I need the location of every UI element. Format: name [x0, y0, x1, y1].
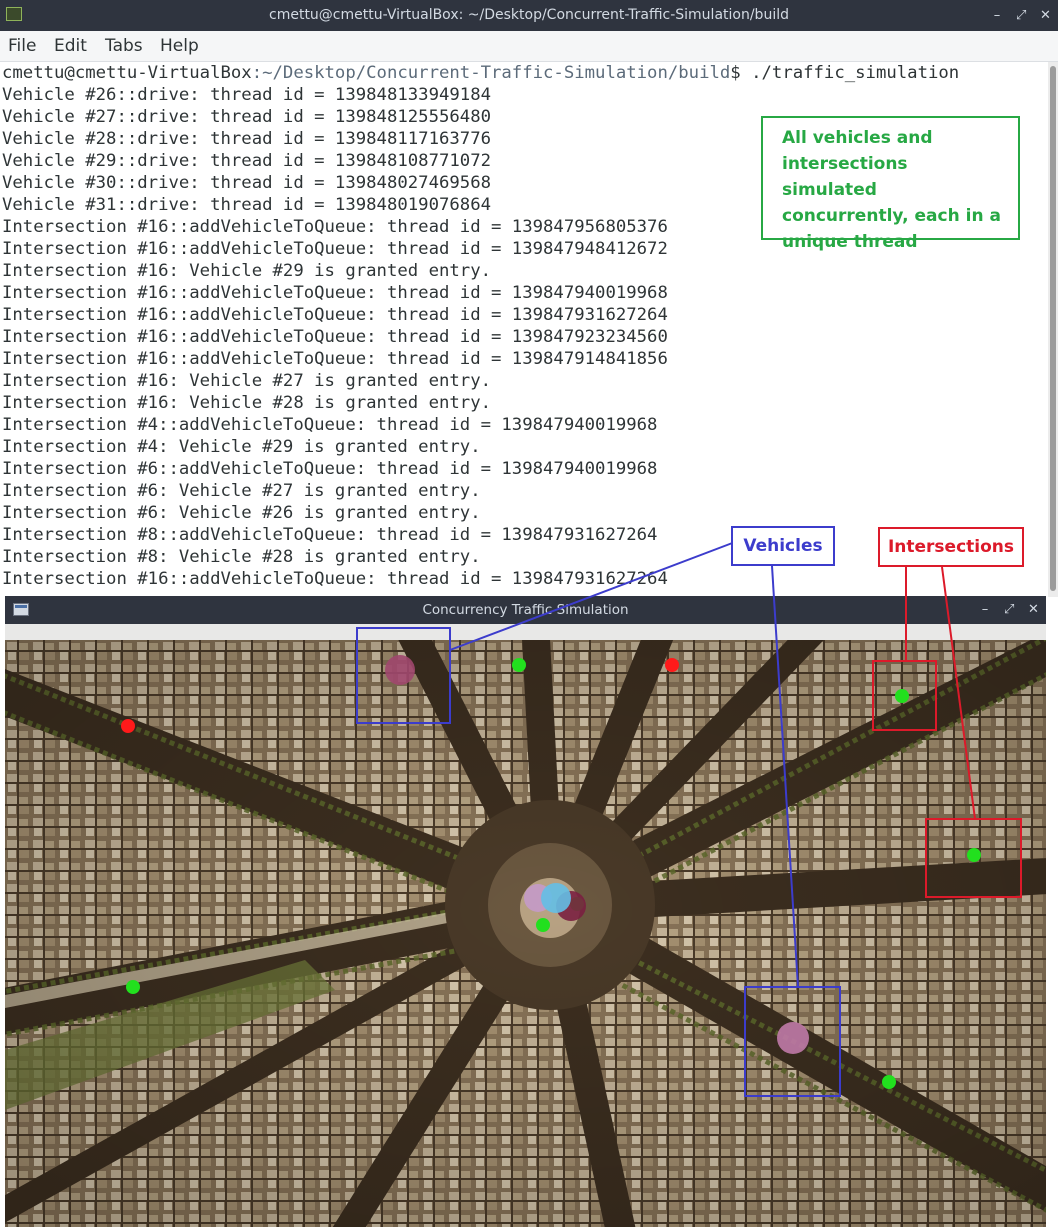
simulation-toolbar-strip [5, 624, 1046, 640]
terminal-line: Vehicle #30::drive: thread id = 13984802… [2, 173, 491, 193]
terminal-line: Intersection #8::addVehicleToQueue: thre… [2, 525, 658, 545]
concurrency-note: All vehicles and intersections simulated… [761, 116, 1020, 252]
prompt-path: :~/Desktop/Concurrent-Traffic-Simulation… [251, 63, 731, 83]
prompt-command: $ ./traffic_simulation [730, 63, 960, 83]
terminal-line: Intersection #16::addVehicleToQueue: thr… [2, 569, 668, 589]
terminal-line: Intersection #6: Vehicle #26 is granted … [2, 503, 481, 523]
intersection-dot-green [967, 848, 981, 862]
close-button[interactable]: ✕ [1028, 602, 1039, 617]
intersection-dot-red [665, 658, 679, 672]
minimize-button[interactable]: – [981, 602, 989, 617]
terminal-line: Vehicle #26::drive: thread id = 13984813… [2, 85, 491, 105]
intersection-dot-green [882, 1075, 896, 1089]
terminal-line: Intersection #16::addVehicleToQueue: thr… [2, 327, 668, 347]
terminal-icon [6, 7, 22, 21]
close-button[interactable]: ✕ [1040, 8, 1051, 23]
simulation-titlebar[interactable]: Concurrency Traffic Simulation – ⤢ ✕ [5, 596, 1046, 624]
intersection-dot-green [536, 918, 550, 932]
terminal-prompt-line: cmettu@cmettu-VirtualBox:~/Desktop/Concu… [2, 62, 959, 84]
terminal-line: Intersection #16::addVehicleToQueue: thr… [2, 305, 668, 325]
terminal-line: Vehicle #27::drive: thread id = 13984812… [2, 107, 491, 127]
terminal-line: Intersection #16: Vehicle #28 is granted… [2, 393, 491, 413]
terminal-line: Vehicle #28::drive: thread id = 13984811… [2, 129, 491, 149]
terminal-line: Intersection #16: Vehicle #27 is granted… [2, 371, 491, 391]
simulation-title: Concurrency Traffic Simulation [422, 602, 629, 618]
terminal-menubar: File Edit Tabs Help [0, 31, 1058, 62]
terminal-line: Intersection #6: Vehicle #27 is granted … [2, 481, 481, 501]
vehicle-marker [541, 883, 571, 913]
terminal-titlebar[interactable]: cmettu@cmettu-VirtualBox: ~/Desktop/Conc… [0, 0, 1058, 31]
vehicle-marker [777, 1022, 809, 1054]
intersections-label: Intersections [878, 527, 1024, 567]
maximize-button[interactable]: ⤢ [1004, 602, 1015, 617]
terminal-line: Intersection #16::addVehicleToQueue: thr… [2, 217, 668, 237]
terminal-line: Intersection #8: Vehicle #28 is granted … [2, 547, 481, 567]
intersection-dot-green [895, 689, 909, 703]
maximize-button[interactable]: ⤢ [1016, 8, 1027, 23]
terminal-line: Intersection #6::addVehicleToQueue: thre… [2, 459, 658, 479]
simulation-window: Concurrency Traffic Simulation – ⤢ ✕ [5, 596, 1046, 1227]
menu-tabs[interactable]: Tabs [105, 36, 143, 56]
terminal-scroll-thumb[interactable] [1050, 66, 1056, 591]
menu-edit[interactable]: Edit [54, 36, 87, 56]
terminal-line: Intersection #4::addVehicleToQueue: thre… [2, 415, 658, 435]
intersection-dot-red [121, 719, 135, 733]
map-shading [5, 640, 1046, 1227]
terminal-line: Intersection #16: Vehicle #29 is granted… [2, 261, 491, 281]
terminal-line: Intersection #4: Vehicle #29 is granted … [2, 437, 481, 457]
intersection-dot-green [126, 980, 140, 994]
aerial-map [5, 640, 1046, 1227]
terminal-line: Intersection #16::addVehicleToQueue: thr… [2, 283, 668, 303]
simulation-canvas[interactable] [5, 640, 1046, 1227]
prompt-user: cmettu@cmettu-VirtualBox [2, 63, 252, 83]
terminal-line: Intersection #16::addVehicleToQueue: thr… [2, 239, 668, 259]
menu-file[interactable]: File [8, 36, 37, 56]
window-icon [13, 603, 29, 616]
terminal-title: cmettu@cmettu-VirtualBox: ~/Desktop/Conc… [269, 7, 789, 23]
intersection-dot-green [512, 658, 526, 672]
terminal-line: Vehicle #29::drive: thread id = 13984810… [2, 151, 491, 171]
minimize-button[interactable]: – [993, 8, 1001, 23]
terminal-line: Intersection #16::addVehicleToQueue: thr… [2, 349, 668, 369]
menu-help[interactable]: Help [160, 36, 199, 56]
vehicle-marker [385, 655, 415, 685]
vehicles-label: Vehicles [731, 526, 835, 566]
terminal-line: Vehicle #31::drive: thread id = 13984801… [2, 195, 491, 215]
